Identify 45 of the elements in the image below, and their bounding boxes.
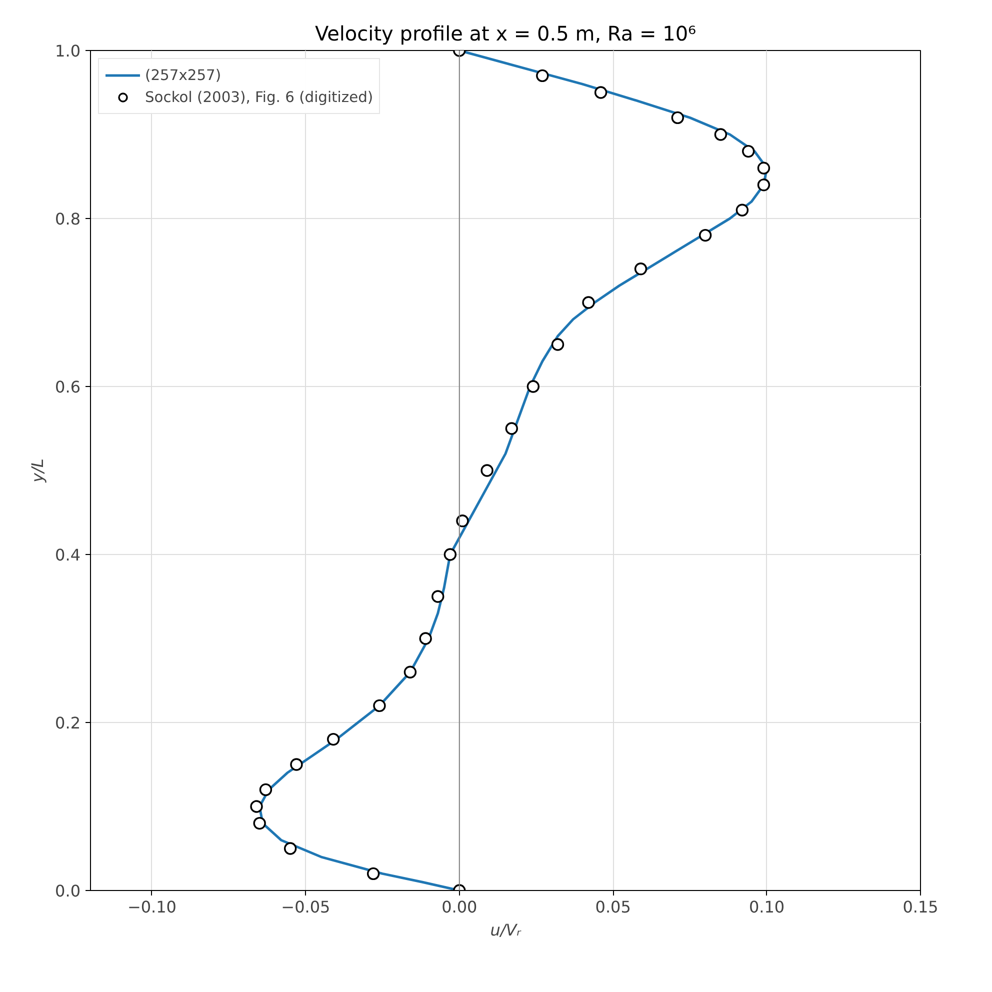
point xyxy=(714,128,728,141)
x-tick-label: 0.00 xyxy=(442,898,478,916)
point xyxy=(404,666,417,678)
point xyxy=(250,800,263,813)
legend-label: (257x257) xyxy=(145,66,222,84)
x-tick-label: 0.15 xyxy=(902,898,938,916)
point xyxy=(290,758,303,771)
point xyxy=(582,296,595,309)
x-tick-label: 0.10 xyxy=(748,898,785,916)
x-tick-label: 0.05 xyxy=(595,898,631,916)
y-tick-label: 0.8 xyxy=(55,210,81,228)
y-tick-label: 0.0 xyxy=(55,882,81,900)
point xyxy=(253,816,266,830)
point xyxy=(757,162,770,174)
y-tick-label: 0.6 xyxy=(55,378,81,396)
point xyxy=(432,590,444,603)
x-axis-title: u/Vᵣ xyxy=(490,920,522,940)
point xyxy=(698,228,712,242)
point xyxy=(419,632,432,645)
point xyxy=(444,548,457,561)
point xyxy=(742,144,755,158)
point xyxy=(456,514,469,528)
chart-title: Velocity profile at x = 0.5 m, Ra = 10⁶ xyxy=(314,22,696,46)
point xyxy=(259,783,272,796)
y-tick-label: 1.0 xyxy=(55,42,81,60)
x-tick-label: −0.05 xyxy=(281,898,330,916)
point xyxy=(284,842,297,855)
point xyxy=(594,86,608,99)
point xyxy=(373,699,386,712)
point xyxy=(736,204,749,216)
point xyxy=(634,262,648,276)
point xyxy=(366,867,380,880)
y-tick-label: 0.4 xyxy=(55,546,81,564)
point xyxy=(505,422,518,435)
point xyxy=(671,111,684,124)
point xyxy=(757,178,770,192)
point xyxy=(327,732,340,746)
x-tick-label: −0.10 xyxy=(127,898,176,916)
point xyxy=(480,464,494,477)
point xyxy=(551,338,564,351)
point xyxy=(536,69,549,82)
legend-label: Sockol (2003), Fig. 6 (digitized) xyxy=(145,88,374,106)
y-axis-title: y/L xyxy=(28,458,48,484)
y-tick-label: 0.2 xyxy=(55,714,81,732)
point xyxy=(526,380,540,393)
